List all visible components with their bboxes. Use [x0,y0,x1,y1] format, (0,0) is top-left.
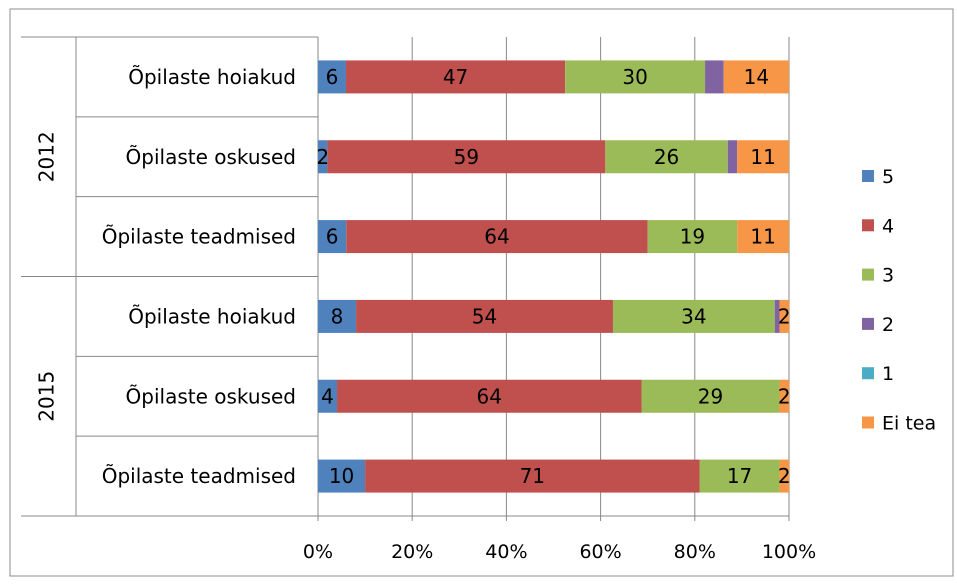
bar-segment [723,60,789,94]
data-label: 10 [329,464,354,488]
bar-segment [641,379,780,413]
category-label: Õpilaste oskused [126,384,296,408]
bar-segment [365,459,700,493]
bar-segment [345,60,566,94]
legend-label: 2 [882,314,894,336]
bar-segment [605,140,728,174]
x-tick-label: 100% [762,541,816,563]
bar-segment [612,299,775,333]
bar-segment [699,459,780,493]
bar-segment [737,140,789,174]
legend-label: 1 [882,363,894,385]
data-label: 14 [744,65,769,89]
x-tick-label: 60% [579,541,621,563]
data-label: 29 [698,384,723,408]
x-tick-label: 20% [391,541,433,563]
legend-swatch [862,268,874,281]
bar-segment [318,299,357,333]
data-label: 11 [750,225,775,249]
data-label: 19 [680,225,705,249]
bar-segment [727,140,738,174]
data-label: 59 [454,145,479,169]
category-label: Õpilaste oskused [126,145,296,169]
legend-swatch [862,416,874,429]
legend-swatch [862,367,874,380]
bar-segment [318,459,366,493]
legend-label: 4 [882,215,894,237]
data-label: 6 [326,225,339,249]
bar-segment [779,459,789,493]
bar-segment [774,299,780,333]
data-label: 6 [326,65,339,89]
bar-segment [737,220,789,254]
bar-segment [779,379,789,413]
bar-segment [327,140,606,174]
legend-swatch [862,219,874,232]
category-label: Õpilaste teadmised [102,225,296,249]
bar-segment [346,220,648,254]
data-label: 26 [654,145,679,169]
bar-segment [705,60,724,94]
data-label: 64 [477,384,502,408]
data-label: 2 [316,145,329,169]
bar-segment [337,379,642,413]
bar-segment [779,299,789,333]
data-label: 11 [750,145,775,169]
data-label: 4 [321,384,334,408]
legend-swatch [862,170,874,182]
data-label: 2 [778,464,791,488]
data-label: 8 [331,304,344,328]
data-label: 34 [681,304,706,328]
bar-segment [318,379,338,413]
legend-label: 5 [882,166,894,188]
bar-segment [565,60,706,94]
x-tick-label: 80% [674,541,716,563]
bar-segment [647,220,738,254]
bar-segment [318,60,346,94]
category-label: Õpilaste teadmised [102,464,296,488]
data-label: 47 [443,65,468,89]
category-label: Õpilaste hoiakud [128,65,296,89]
data-label: 17 [727,464,752,488]
group-label: 2015 [35,371,59,422]
legend-label: Ei tea [882,413,936,435]
legend-swatch [862,317,874,330]
x-tick-label: 0% [303,541,333,563]
data-label: 54 [472,304,497,328]
bar-segment [356,299,613,333]
group-label: 2012 [35,131,59,182]
data-label: 64 [484,225,509,249]
data-label: 71 [520,464,545,488]
data-label: 2 [778,384,791,408]
data-label: 2 [778,304,791,328]
bar-segment [318,220,347,254]
legend-label: 3 [882,265,894,287]
data-label: 30 [622,65,647,89]
category-label: Õpilaste hoiakud [128,304,296,328]
bar-segment [318,140,328,174]
x-tick-label: 40% [485,541,527,563]
